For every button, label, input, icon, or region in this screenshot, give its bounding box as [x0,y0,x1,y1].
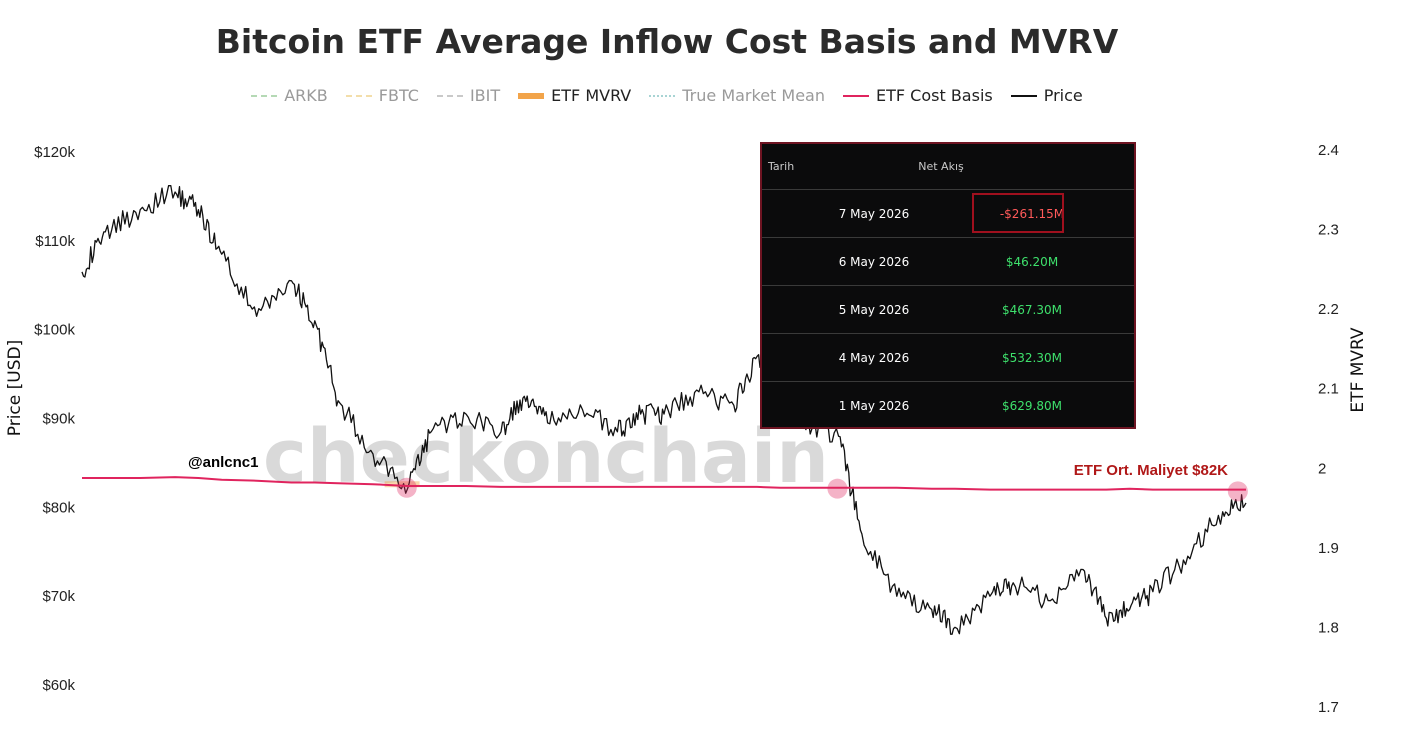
table-row: 5 May 2026 $467.30M [762,286,1134,334]
legend-label-4: True Market Mean [682,86,825,105]
row-date: 7 May 2026 [838,206,910,221]
legend-label-2: IBIT [469,86,501,105]
y2-tick-label-5: 2.2 [1318,301,1339,318]
y-tick-label-6: $120k [34,144,75,161]
row-net-flow: $629.80M [1002,398,1062,413]
legend-item-3[interactable]: ETF MVRV [518,86,631,105]
etf-net-flow-table: Tarih Net Akış 7 May 2026 -$261.15M 6 May … [760,142,1136,429]
crossing-marker-2 [1227,481,1248,502]
cost-basis-line [82,476,1246,491]
legend-label-6: Price [1043,86,1083,105]
date-column-header: Tarih [768,160,795,173]
y2-tick-label-7: 2.4 [1318,142,1339,159]
legend-label-5: ETF Cost Basis [876,86,993,105]
legend-item-4[interactable]: True Market Mean [649,86,825,105]
series-layer [81,184,1247,635]
flow-column-header: Net Akış [918,160,964,173]
legend-swatch-4 [649,94,676,97]
legend-label-0: ARKB [284,86,328,105]
table-body: 7 May 2026 -$261.15M 6 May 2026 $46.20M 5 Ma… [762,190,1134,429]
row-net-flow: $532.30M [1002,350,1062,365]
table-header: Tarih Net Akış [762,144,1134,190]
legend-label-3: ETF MVRV [551,86,632,105]
left-axis: $60k $70k $80k $90k $100k $110k $120k [34,144,75,694]
row-date: 1 May 2026 [838,398,910,413]
table-row: 4 May 2026 $532.30M [762,334,1134,382]
y-tick-label-2: $80k [42,499,75,516]
y2-tick-label-3: 2 [1318,460,1326,477]
legend-swatch-1 [345,94,372,97]
crossing-marker-0 [396,477,417,498]
cost-basis-annotation: ETF Ort. Maliyet $82K [1074,462,1228,479]
legend-swatch-3 [518,92,545,99]
right-axis: 1.7 1.8 1.9 2 2.1 2.2 2.3 2.4 [1318,142,1339,716]
table-row: 7 May 2026 -$261.15M [762,190,1134,238]
watermark: checkonchain [263,414,829,500]
highlight-box [972,193,1064,233]
y2-tick-label-0: 1.7 [1318,699,1339,716]
chart-legend: ARKB FBTC IBIT ETF MVRV True Market Mean ETF … [0,86,1334,105]
table-row: 6 May 2026 $46.20M [762,238,1134,286]
legend-item-5[interactable]: ETF Cost Basis [843,86,993,105]
legend-swatch-5 [843,94,869,97]
crossing-marker-1 [827,478,848,499]
y2-tick-label-2: 1.9 [1318,540,1339,557]
y2-tick-label-4: 2.1 [1318,381,1339,398]
row-date: 6 May 2026 [838,254,910,269]
y-tick-label-3: $90k [42,411,75,428]
legend-swatch-6 [1010,94,1037,97]
legend-label-1: FBTC [378,86,419,105]
row-date: 5 May 2026 [838,302,910,317]
legend-item-6[interactable]: Price [1010,86,1083,105]
y-tick-label-1: $70k [42,588,75,605]
legend-item-2[interactable]: IBIT [436,86,501,105]
y-axis-title: Price [USD] [5,340,25,436]
y-tick-label-4: $100k [34,322,75,339]
price-line [81,184,1247,635]
legend-item-0[interactable]: ARKB [251,86,328,105]
y2-axis-title: ETF MVRV [1348,327,1368,412]
y2-tick-label-6: 2.3 [1318,222,1339,239]
row-net-flow: $46.20M [1005,254,1059,269]
row-net-flow: $467.30M [1002,302,1062,317]
row-net-flow: -$261.15M [999,206,1065,221]
author-handle: @anlcnc1 [188,454,259,471]
table-row: 1 May 2026 $629.80M [762,382,1134,429]
legend-swatch-0 [251,94,278,97]
row-date: 4 May 2026 [838,350,910,365]
legend-swatch-2 [436,94,463,97]
marker-layer [396,477,1248,502]
y2-tick-label-1: 1.8 [1318,619,1339,636]
chart-title: Bitcoin ETF Average Inflow Cost Basis an… [215,22,1119,61]
y-tick-label-5: $110k [35,233,75,250]
legend-item-1[interactable]: FBTC [345,86,419,105]
y-tick-label-0: $60k [42,677,75,694]
